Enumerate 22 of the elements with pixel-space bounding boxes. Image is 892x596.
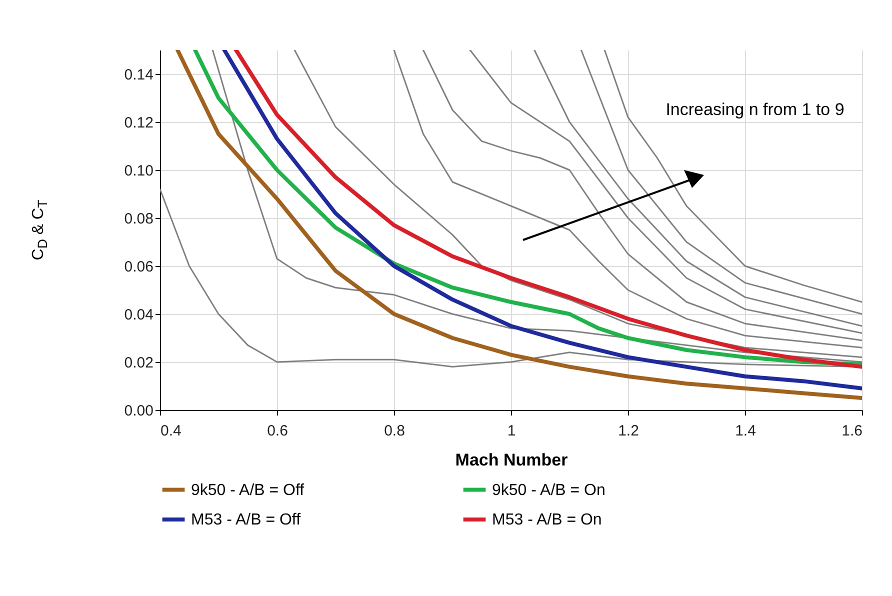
legend-label: 9k50 - A/B = On [492, 482, 606, 499]
x-tick-label: 0.4 [160, 422, 182, 440]
x-tick-label: 0.6 [267, 422, 288, 440]
x-tick-label: 1.2 [618, 422, 639, 440]
y-tick-label: 0.08 [124, 210, 154, 228]
y-tick-label: 0.14 [124, 66, 154, 84]
x-axis-title: Mach Number [455, 450, 568, 470]
legend-label: M53 - A/B = Off [191, 512, 302, 528]
y-tick-label: 0.02 [124, 354, 154, 372]
y-tick-label: 0.10 [124, 162, 154, 180]
y-tick-label: 0.00 [124, 402, 154, 420]
y-tick-label: 0.06 [124, 258, 154, 276]
legend-label: 9k50 - A/B = Off [191, 482, 305, 499]
annotation: Increasing n from 1 to 9 [664, 99, 846, 121]
x-tick-label: 1.6 [842, 422, 862, 440]
y-tick-label: 0.04 [124, 306, 154, 324]
x-tick-label: 1 [507, 422, 516, 440]
legend-label: M53 - A/B = On [492, 512, 602, 528]
line-series [534, 50, 862, 327]
y-tick-label: 0.12 [124, 114, 154, 132]
x-tick-label: 1.4 [735, 422, 756, 440]
x-tick-label: 0.8 [384, 422, 405, 440]
